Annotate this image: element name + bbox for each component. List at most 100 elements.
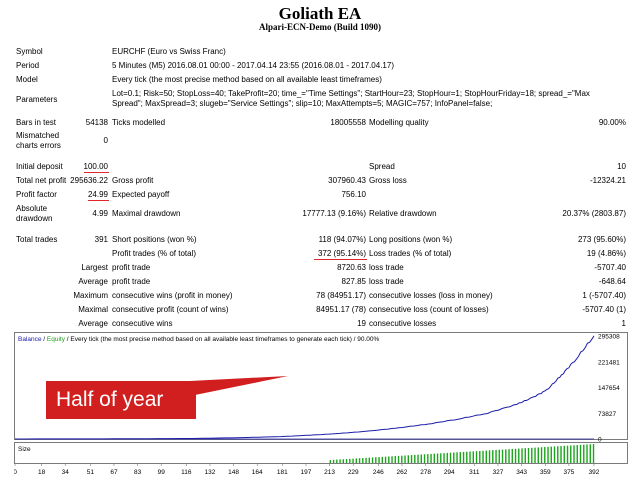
acl-label: consecutive losses bbox=[369, 319, 437, 328]
absdd-value: 4.99 bbox=[92, 209, 108, 218]
volume-bar bbox=[479, 450, 481, 463]
volume-bar bbox=[404, 455, 406, 463]
parameters-label: Parameters bbox=[16, 95, 58, 104]
volume-bar bbox=[550, 446, 552, 463]
symbol-value: EURCHF (Euro vs Swiss Franc) bbox=[112, 47, 226, 56]
average-label: Average bbox=[78, 277, 108, 286]
parameters-line-1: Lot=0.1; Risk=50; StopLoss=40; TakeProfi… bbox=[112, 89, 590, 98]
report-subtitle: Alpari-ECN-Demo (Build 1090) bbox=[259, 22, 381, 32]
trades-value: 391 bbox=[94, 235, 108, 244]
model-value: Every tick (the most precise method base… bbox=[112, 75, 382, 84]
x-tick-label: 83 bbox=[134, 469, 142, 476]
reldd-value: 20.37% (2803.87) bbox=[562, 209, 626, 218]
volume-bar bbox=[466, 451, 468, 463]
model-label: Model bbox=[16, 75, 38, 84]
volume-bar bbox=[514, 448, 517, 463]
apt-value: 827.85 bbox=[341, 277, 366, 286]
mismatch-label-1: Mismatched bbox=[16, 131, 60, 140]
lpt-value: 8720.63 bbox=[337, 263, 366, 272]
volume-bar bbox=[537, 447, 539, 463]
volume-bar bbox=[469, 451, 471, 463]
symbol-label: Symbol bbox=[16, 47, 43, 56]
x-tick-label: 327 bbox=[493, 469, 504, 476]
legend-balance: Balance bbox=[18, 336, 42, 343]
volume-bar bbox=[573, 445, 575, 463]
x-tick-label: 164 bbox=[252, 469, 263, 476]
volume-bar bbox=[485, 450, 487, 463]
reldd-label: Relative drawdown bbox=[369, 209, 437, 218]
mcw-label: consecutive wins (profit in money) bbox=[112, 291, 233, 300]
legend-rest: / Every tick (the most precise method ba… bbox=[65, 336, 380, 343]
volume-bar bbox=[352, 458, 354, 463]
x-tick-label: 311 bbox=[469, 469, 480, 476]
volume-bar bbox=[508, 449, 510, 463]
volume-bar bbox=[563, 445, 565, 463]
ptrades-value: 372 (95.14%) bbox=[317, 249, 366, 258]
volume-bar bbox=[462, 451, 465, 463]
x-tick-label: 213 bbox=[324, 469, 335, 476]
lpt-label: profit trade bbox=[112, 263, 151, 272]
volume-bar bbox=[527, 448, 530, 463]
trades-label: Total trades bbox=[16, 235, 58, 244]
volume-bars bbox=[329, 444, 595, 463]
volume-bar bbox=[401, 455, 403, 463]
volume-bar bbox=[355, 458, 358, 463]
bars-label: Bars in test bbox=[16, 118, 57, 127]
volume-bar bbox=[498, 449, 500, 463]
series-group bbox=[15, 335, 595, 440]
llt-label: loss trade bbox=[369, 263, 404, 272]
volume-bar bbox=[456, 452, 458, 463]
y-tick-label: 221481 bbox=[598, 359, 620, 366]
mcloss-label: consecutive loss (count of losses) bbox=[369, 305, 489, 314]
volume-bar bbox=[433, 453, 435, 463]
volume-bar bbox=[531, 447, 533, 463]
volume-bar bbox=[365, 457, 367, 463]
volume-bar bbox=[420, 454, 422, 463]
maximal-label: Maximal bbox=[78, 305, 108, 314]
x-tick-label: 197 bbox=[301, 469, 312, 476]
mcp-value: 84951.17 (78) bbox=[316, 305, 366, 314]
deposit-underline bbox=[84, 172, 109, 173]
volume-bar bbox=[358, 458, 361, 463]
volume-bar bbox=[391, 456, 393, 463]
pf-label: Profit factor bbox=[16, 190, 57, 199]
volume-bar bbox=[524, 448, 526, 463]
volume-bar bbox=[505, 449, 507, 463]
acl-value: 1 bbox=[621, 319, 626, 328]
mcp-label: consecutive profit (count of wins) bbox=[112, 305, 229, 314]
x-tick-label: 132 bbox=[205, 469, 216, 476]
volume-bar bbox=[423, 454, 426, 463]
x-tick-label: 67 bbox=[110, 469, 118, 476]
size-label: Size bbox=[18, 446, 31, 453]
volume-bar bbox=[482, 450, 484, 463]
ticks-value: 18005558 bbox=[330, 118, 366, 127]
grossloss-value: -12324.21 bbox=[589, 176, 626, 185]
volume-bar bbox=[336, 459, 338, 463]
volume-bar bbox=[521, 448, 523, 463]
mismatch-value: 0 bbox=[103, 136, 108, 145]
quality-value: 90.00% bbox=[598, 118, 626, 127]
volume-bar bbox=[501, 449, 504, 463]
callout-label: Half of year bbox=[46, 381, 196, 419]
mcl-value: 1 (-5707.40) bbox=[582, 291, 626, 300]
long-value: 273 (95.60%) bbox=[577, 235, 626, 244]
report-title: Goliath EA bbox=[278, 4, 362, 23]
volume-bar bbox=[459, 452, 461, 463]
netprofit-label: Total net profit bbox=[16, 176, 67, 185]
grossprofit-label: Gross profit bbox=[112, 176, 154, 185]
x-tick-label: 148 bbox=[228, 469, 239, 476]
spread-value: 10 bbox=[617, 162, 626, 171]
volume-bar bbox=[388, 456, 390, 463]
volume-bar bbox=[589, 444, 591, 463]
x-tick-label: 262 bbox=[397, 469, 408, 476]
volume-bar bbox=[417, 454, 419, 463]
alt-label: loss trade bbox=[369, 277, 404, 286]
apt-label: profit trade bbox=[112, 277, 151, 286]
volume-bar bbox=[407, 455, 409, 463]
volume-bar bbox=[329, 460, 332, 463]
ticks-label: Ticks modelled bbox=[112, 118, 166, 127]
volume-bar bbox=[488, 450, 491, 463]
grid-lines bbox=[14, 463, 595, 466]
volume-bar bbox=[332, 459, 335, 463]
volume-bar bbox=[427, 454, 429, 463]
